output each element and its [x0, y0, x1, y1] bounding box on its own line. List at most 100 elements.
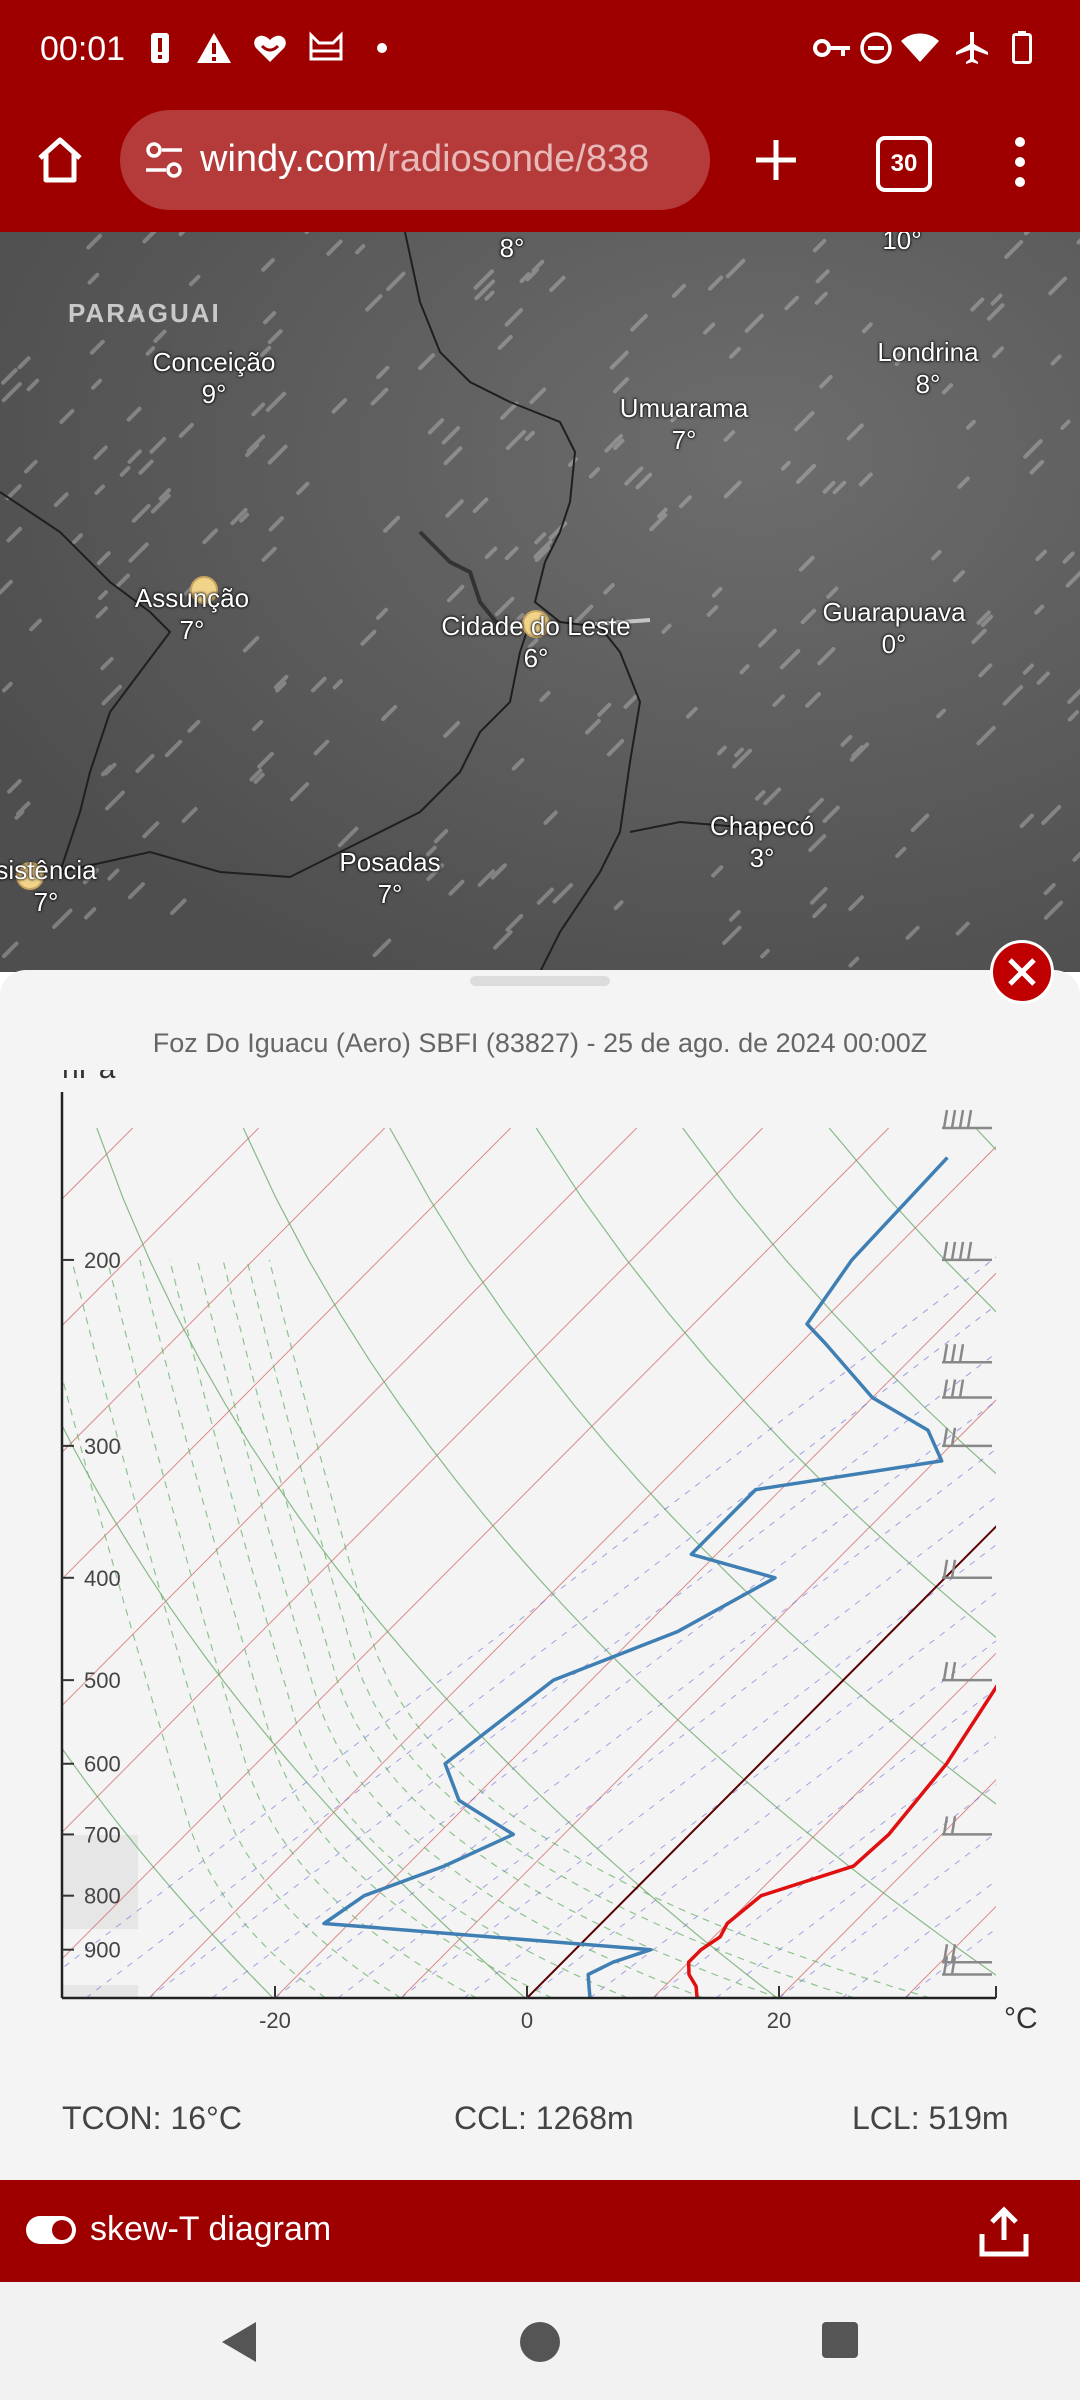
city-label[interactable]: Londrina 8° [877, 336, 978, 400]
station-marker[interactable] [190, 576, 218, 604]
city-label[interactable]: 10° [882, 232, 921, 256]
wind-barb [942, 1241, 992, 1262]
city-name: Chapecó [709, 811, 815, 841]
wind-barb-flag [966, 1109, 973, 1129]
skew-t-toggle[interactable] [26, 2216, 76, 2244]
do-not-disturb-icon [856, 28, 896, 68]
city-name: Umuarama [619, 393, 749, 423]
city-label[interactable]: sistência 7° [0, 854, 97, 918]
city-temp: 7° [377, 879, 403, 909]
city-name: 8° [499, 233, 525, 263]
isotherm-line [400, 1399, 996, 1998]
city-label[interactable]: Conceição 9° [153, 346, 276, 410]
moist-adiabat-line [169, 1259, 629, 1998]
city-name: Posadas [339, 847, 441, 877]
url-field[interactable]: windy.com/radiosonde/838 [120, 110, 710, 210]
wind-barb-flag [958, 1109, 965, 1129]
pressure-tick-label: 200 [84, 1248, 121, 1273]
share-button[interactable] [976, 2204, 1032, 2260]
wind-barb-flag [942, 1559, 949, 1579]
isotherm-line [62, 1127, 386, 1453]
pressure-tick-label: 300 [84, 1434, 121, 1459]
station-marker-selected[interactable] [522, 610, 550, 638]
isotherm-line [652, 1652, 996, 1998]
city-name: Conceição [152, 347, 276, 377]
wind-barb [942, 1661, 992, 1682]
bottom-toolbar: skew-T diagram [0, 2180, 1080, 2282]
wind-barbs [942, 1109, 992, 1976]
temperature-tick-label: 0 [521, 2008, 533, 2033]
isotherm-line [62, 1127, 512, 1580]
url-host: windy.com [200, 138, 377, 180]
wind-barb-flag [942, 1344, 949, 1363]
city-label[interactable]: Umuarama 7° [620, 392, 749, 456]
wind-barb-flag [950, 1427, 957, 1447]
city-label[interactable]: Assunção 7° [135, 582, 249, 646]
home-button[interactable] [28, 128, 92, 192]
city-label[interactable]: Chapecó 3° [710, 810, 814, 874]
url-text[interactable]: windy.com/radiosonde/838 [200, 138, 700, 181]
pressure-tick-label: 900 [84, 1938, 121, 1963]
drag-handle[interactable] [470, 976, 610, 986]
dewpoint-line [322, 1156, 949, 1998]
city-temp: 0° [881, 629, 907, 659]
wind-barb-flag [942, 1661, 949, 1681]
temperature-tick-label: 20 [767, 2008, 791, 2033]
wind-barb [942, 1944, 992, 1964]
isotherm-line [274, 1272, 996, 1998]
dot-icon [362, 28, 402, 68]
site-settings-icon[interactable] [142, 138, 186, 182]
dry-adiabat-line [535, 1127, 996, 1639]
vpn-key-icon [812, 28, 852, 68]
close-button[interactable] [990, 940, 1054, 1004]
dry-adiabat-line [975, 1127, 996, 1151]
station-marker[interactable] [16, 862, 44, 890]
city-name: Cidade do Leste [441, 611, 631, 641]
status-time: 00:01 [40, 30, 126, 68]
isotherm-line [778, 1779, 996, 1998]
back-icon[interactable] [220, 2320, 260, 2364]
city-temp: 3° [749, 843, 775, 873]
plus-icon [756, 140, 796, 180]
toggle-label[interactable]: skew-T diagram [90, 2210, 332, 2248]
wind-barb-flag [958, 1241, 965, 1261]
ccl-value: CCL: 1268m [454, 2100, 634, 2136]
skew-t-chart[interactable]: hPa °C 200 300 400 500 600 700 800 900 -20 0 20 [0, 1070, 1080, 2080]
city-label[interactable]: Posadas 7° [339, 846, 440, 910]
recent-apps-icon[interactable] [820, 2320, 860, 2360]
wind-barb [942, 1427, 992, 1448]
warning-icon [194, 28, 234, 68]
city-name: 10° [882, 232, 922, 255]
city-label[interactable]: 8° [500, 232, 525, 264]
wind-barb [942, 1379, 992, 1399]
mixing-ratio-line [400, 1544, 996, 1998]
wind-barb [942, 1344, 992, 1364]
mixing-ratio-line [589, 1688, 996, 1998]
tab-switcher-button[interactable]: 30 [876, 136, 932, 192]
dry-adiabat-line [389, 1127, 996, 1805]
home-nav-icon[interactable] [518, 2320, 562, 2364]
mixing-ratio-line [526, 1640, 996, 1998]
isotherm-line [526, 1525, 996, 1998]
system-nav-bar [0, 2282, 1080, 2400]
wind-barb-flag [942, 1241, 949, 1261]
heart-app-icon [250, 28, 290, 68]
city-label[interactable]: Guarapuava 0° [822, 596, 965, 660]
city-label[interactable]: Cidade do Leste 6° [441, 610, 630, 674]
status-bar: 00:01 [0, 0, 1080, 100]
new-tab-button[interactable] [744, 128, 808, 192]
weather-map[interactable]: PARAGUAI 8° 10° Conceição 9° Umuarama 7° L… [0, 232, 1080, 972]
isotherm-line [1031, 1128, 1080, 1998]
chart-shade-band [62, 1985, 138, 1997]
mixing-ratio-line [904, 1928, 996, 1998]
mixing-ratio-line [211, 1400, 996, 1998]
more-menu-button[interactable] [1000, 132, 1040, 192]
moist-adiabat-line [246, 1259, 855, 1998]
chart-series [322, 1156, 996, 1998]
dry-adiabat-line [242, 1127, 996, 1976]
wind-barb [942, 1109, 992, 1130]
mixing-ratio-line [337, 1496, 996, 1998]
wind-barb-flag [958, 1344, 965, 1363]
city-temp: 7° [671, 425, 697, 455]
moist-adiabat-line [196, 1259, 704, 1998]
